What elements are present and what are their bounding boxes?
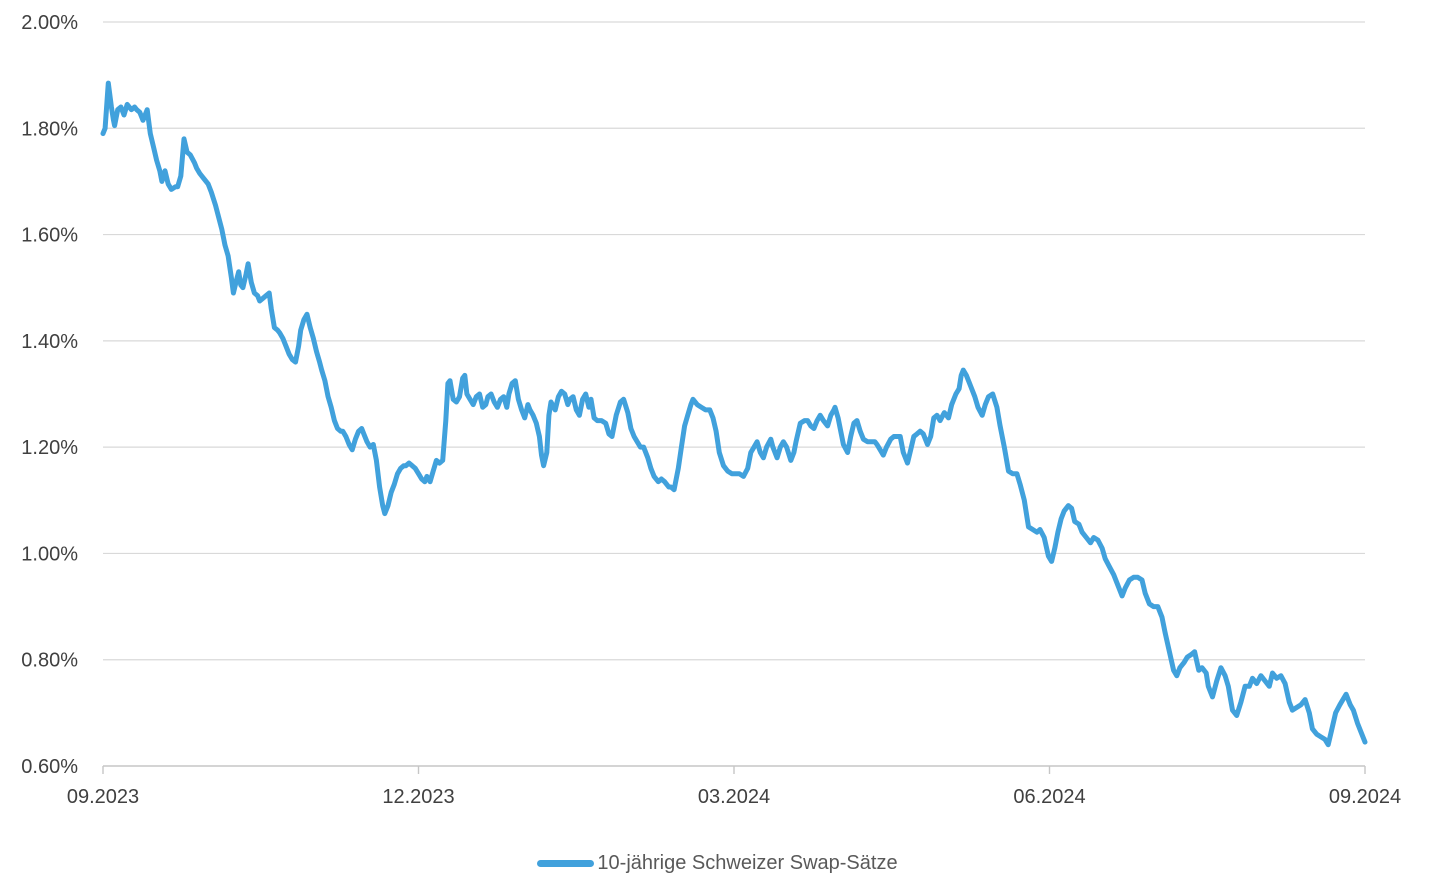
- y-axis-tick-label: 1.00%: [21, 543, 78, 565]
- legend-label: 10-jährige Schweizer Swap-Sätze: [597, 851, 898, 874]
- x-axis-tick-label: 09.2023: [67, 786, 139, 808]
- x-axis-tick-label: 09.2024: [1329, 786, 1401, 808]
- series-lines: [100, 80, 1368, 748]
- chart-legend: 10-jährige Schweizer Swap-Sätze: [0, 848, 1435, 878]
- x-axis-tick-label: 03.2024: [698, 786, 770, 808]
- x-axis-tick-label: 12.2023: [382, 786, 454, 808]
- legend-line-swatch: [537, 859, 595, 867]
- x-axis-tick-label: 06.2024: [1013, 786, 1085, 808]
- y-axis-tick-label: 1.60%: [21, 225, 78, 247]
- y-axis-tick-label: 0.80%: [21, 650, 78, 672]
- y-axis-tick-label: 1.40%: [21, 331, 78, 353]
- swap-rate-series-line: [100, 80, 1368, 748]
- y-axis-tick-label: 1.20%: [21, 437, 78, 459]
- axis-labels: 2.00% 1.80% 1.60% 1.40% 1.20% 1.00% 0.80% 0.60%…: [21, 12, 1401, 808]
- y-axis-tick-label: 2.00%: [21, 12, 78, 34]
- gridlines: [103, 21, 1365, 661]
- x-axis: [102, 765, 1366, 774]
- y-axis-tick-label: 1.80%: [21, 118, 78, 140]
- y-axis-tick-label: 0.60%: [21, 756, 78, 778]
